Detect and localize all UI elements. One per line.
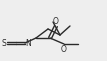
Text: N: N (25, 38, 31, 48)
Text: O: O (61, 45, 67, 53)
Text: O: O (53, 16, 59, 25)
Text: S: S (2, 38, 7, 48)
